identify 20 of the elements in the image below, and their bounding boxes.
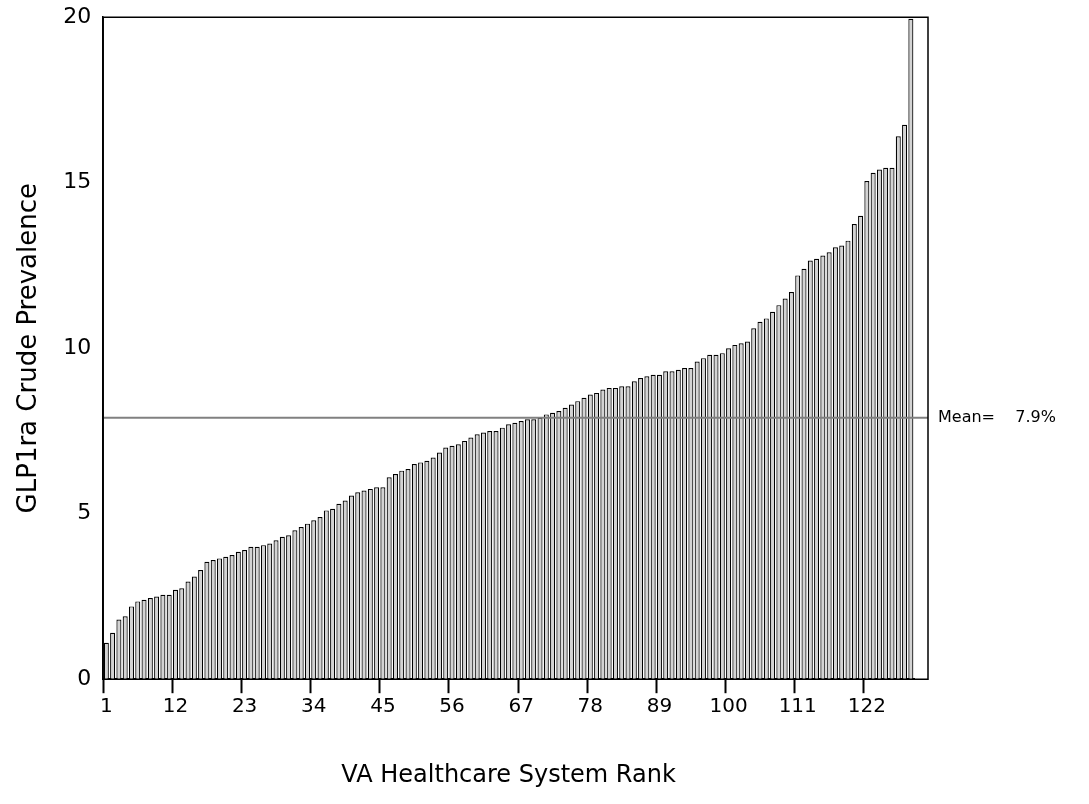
y-tick-label: 0 <box>77 664 92 690</box>
x-tick-label: 78 <box>577 693 604 718</box>
x-tick-label: 111 <box>778 693 817 718</box>
x-tick-label: 45 <box>370 693 396 718</box>
y-tick-label: 10 <box>63 333 92 359</box>
y-tick-label: 5 <box>77 499 92 525</box>
ref-line-label: Mean= 7.9% <box>938 406 1056 426</box>
y-axis-title: GLP1ra Crude Prevalence <box>12 182 43 514</box>
x-tick-label: 89 <box>646 693 673 718</box>
x-tick-label: 12 <box>162 693 189 718</box>
x-tick-label: 34 <box>301 693 327 718</box>
x-tick-label: 56 <box>439 693 465 718</box>
x-axis-title: VA Healthcare System Rank <box>341 759 676 788</box>
x-tick-label: 67 <box>508 693 534 718</box>
x-tick-label: 1 <box>99 693 113 718</box>
x-tick-label: 23 <box>231 693 258 718</box>
y-tick-label: 15 <box>63 168 92 194</box>
x-tick-label: 100 <box>709 693 748 718</box>
x-tick-label: 122 <box>847 693 886 718</box>
y-tick-label: 20 <box>63 2 92 28</box>
